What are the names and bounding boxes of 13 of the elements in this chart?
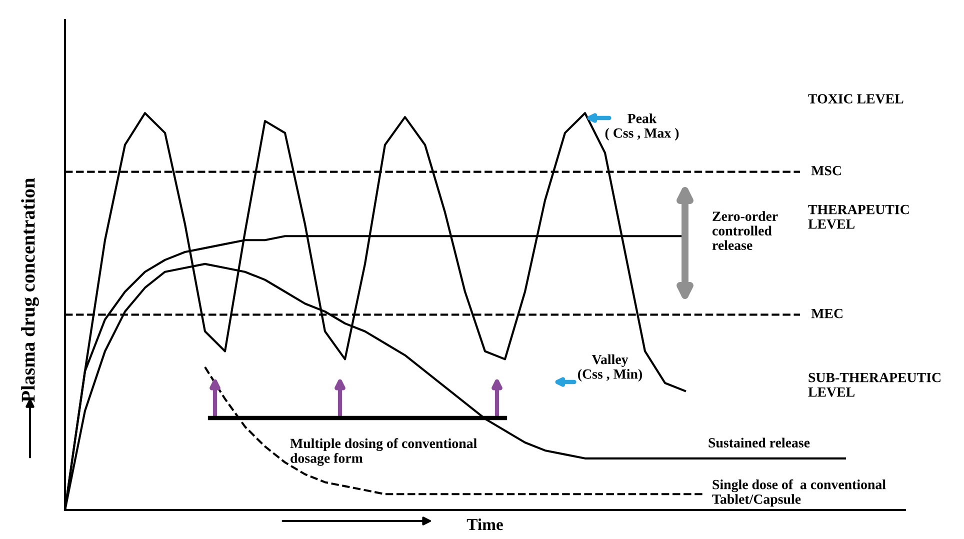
annotation: SUB-THERAPEUTIC LEVEL (808, 372, 940, 397)
annotation: THERAPEUTIC LEVEL (808, 204, 909, 229)
annotation: Valley (Css , Min) (578, 354, 642, 382)
y-axis-title: Plasma drug concentration (21, 178, 39, 402)
annotation: Peak ( Css , Max ) (605, 113, 679, 141)
annotation: Single dose of a conventional Tablet/Capsule (712, 479, 886, 507)
annotation: Zero-order controlled release (712, 211, 778, 250)
ref-line-label: MSC (811, 166, 841, 176)
annotation: Sustained release (708, 438, 810, 448)
annotation: Multiple dosing of conventional dosage form (290, 438, 477, 466)
x-axis-title: Time (466, 518, 503, 530)
ref-line-label: MEC (811, 308, 842, 318)
text: TOXIC LEVEL (808, 94, 904, 104)
